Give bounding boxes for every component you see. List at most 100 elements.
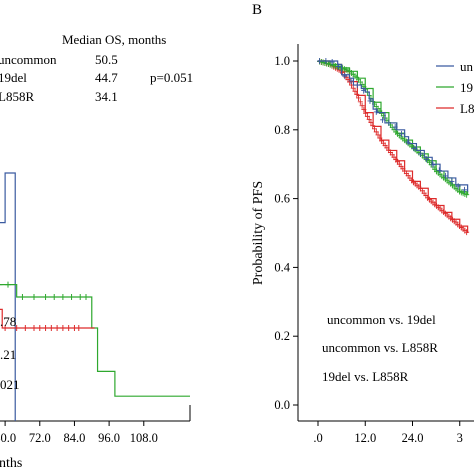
pfs-x-ticks: .0 12.0 24.0 3	[313, 421, 463, 445]
pfs-censor-mark	[424, 156, 430, 163]
pfs-y-tick-label: 0.6	[274, 192, 290, 206]
os-x-ticks: 60.0 72.0 84.0 96.0 108.0	[0, 421, 158, 445]
pfs-censor-mark	[352, 88, 358, 95]
pfs-censor-mark	[370, 122, 376, 129]
pfs-x-tick-label: 24.0	[402, 431, 424, 445]
os-annotation-3: 021	[0, 377, 20, 392]
os-censor-mark	[31, 294, 37, 300]
pfs-censor-mark	[373, 108, 379, 115]
pfs-y-tick-label: 1.0	[274, 54, 290, 68]
os-curve-uncommon	[0, 172, 16, 421]
os-curve-19del	[0, 284, 190, 397]
pfs-censor-mark	[350, 85, 356, 92]
pfs-censor-mark	[375, 131, 381, 138]
pfs-curve-uncommon	[318, 60, 469, 192]
pfs-censor-mark	[342, 73, 348, 80]
pfs-censor-mark	[364, 113, 370, 120]
pfs-censor-mark	[317, 58, 323, 64]
os-censor-mark	[51, 294, 58, 300]
pfs-x-tick-label: .0	[313, 431, 322, 445]
pfs-legend-l858r: L8	[460, 101, 474, 116]
pfs-censor-mark	[464, 191, 470, 198]
os-legend-19del: 19del	[0, 70, 27, 85]
os-censor-mark	[22, 325, 29, 331]
os-censor-mark	[77, 294, 84, 300]
os-x-axis-label: nths	[0, 456, 22, 471]
os-annotation-2: .21	[0, 347, 16, 362]
os-x-tick-label: 60.0	[0, 431, 16, 445]
pfs-censor-mark	[411, 145, 417, 152]
pfs-comparison-1: uncommon vs. 19del	[327, 312, 436, 327]
os-censor-mark	[68, 294, 75, 300]
pfs-censor-mark	[443, 172, 449, 179]
pfs-censor-mark	[366, 116, 372, 123]
pfs-censor-mark	[449, 178, 455, 185]
pfs-censor-mark	[367, 97, 373, 104]
os-panel: 60.0 72.0 84.0 96.0 108.0 nths Median OS, mo…	[0, 32, 193, 471]
os-censor-mark	[13, 325, 20, 331]
os-censor-mark	[83, 294, 89, 300]
os-censor-mark	[42, 294, 49, 300]
pfs-censor-mark	[392, 124, 398, 131]
os-x-tick-label: 72.0	[29, 431, 51, 445]
pfs-censor-mark	[356, 94, 362, 101]
pfs-censor-mark	[436, 167, 442, 174]
pfs-y-tick-label: 0.4	[274, 260, 290, 274]
os-median-uncommon: 50.5	[95, 52, 118, 67]
os-censor-mark	[59, 294, 66, 300]
os-censor-mark	[19, 294, 26, 300]
pfs-censor-mark	[461, 186, 467, 193]
os-x-tick-label: 96.0	[98, 431, 120, 445]
pfs-censor-mark	[359, 102, 365, 109]
pfs-censor-mark	[405, 139, 411, 146]
pfs-y-ticks: 0.0 0.2 0.4 0.6 0.8 1.0	[274, 54, 298, 412]
os-censor-mark	[65, 325, 72, 331]
os-median-19del: 44.7	[95, 70, 118, 85]
pfs-y-axis-label: Probability of PFS	[251, 181, 266, 285]
pfs-x-tick-label: 3	[457, 431, 463, 445]
pfs-censor-mark	[417, 150, 423, 157]
os-x-tick-label: 108.0	[130, 431, 158, 445]
pfs-censor-mark	[372, 125, 378, 132]
pfs-censor-mark	[455, 183, 461, 190]
os-annotation-1: .78	[0, 314, 16, 329]
pfs-legend: un 19 L8	[436, 59, 474, 116]
panel-letter-b: B	[252, 2, 262, 18]
pfs-comparison-3: 19del vs. L858R	[322, 369, 409, 384]
pfs-legend-uncommon: un	[460, 59, 474, 74]
os-median-l858r: 34.1	[95, 89, 118, 104]
os-legend-header: Median OS, months	[62, 32, 166, 47]
os-censor-mark	[36, 325, 43, 331]
pfs-x-tick-label: 12.0	[354, 431, 376, 445]
os-censor-mark	[59, 325, 66, 331]
pfs-y-tick-label: 0.8	[274, 123, 290, 137]
pfs-censor-mark	[361, 106, 367, 113]
os-censor-mark	[42, 325, 49, 331]
pfs-censor-mark	[363, 110, 369, 117]
pfs-censor-mark	[361, 87, 367, 94]
pfs-comparison-2: uncommon vs. L858R	[322, 340, 438, 355]
pfs-panel: B 0.0 0.2 0.4 0.6 0.8 1.0 .0 12.0 24.0 3 Probabi…	[251, 2, 474, 445]
pfs-y-tick-label: 0.0	[274, 398, 290, 412]
pfs-censor-mark	[373, 128, 379, 135]
os-plot-area	[0, 172, 190, 421]
os-legend-uncommon: uncommon	[0, 52, 57, 67]
os-legend-l858r: L858R	[0, 89, 34, 104]
pfs-censor-mark	[348, 77, 354, 84]
pfs-censor-mark	[354, 91, 360, 98]
os-censor-mark	[5, 281, 11, 288]
os-censor-mark	[2, 325, 9, 331]
os-censor-mark	[31, 325, 37, 331]
pfs-censor-mark	[380, 116, 386, 123]
pfs-censor-mark	[323, 58, 329, 64]
os-p-value: p=0.051	[150, 70, 193, 85]
pfs-censor-mark	[335, 63, 341, 70]
os-censor-mark	[54, 325, 61, 331]
pfs-plot-area	[317, 58, 470, 236]
pfs-censor-mark	[430, 161, 436, 168]
pfs-censor-mark	[329, 59, 335, 66]
pfs-censor-mark	[357, 98, 363, 105]
pfs-censor-mark	[368, 119, 374, 126]
pfs-censor-mark	[354, 82, 360, 89]
